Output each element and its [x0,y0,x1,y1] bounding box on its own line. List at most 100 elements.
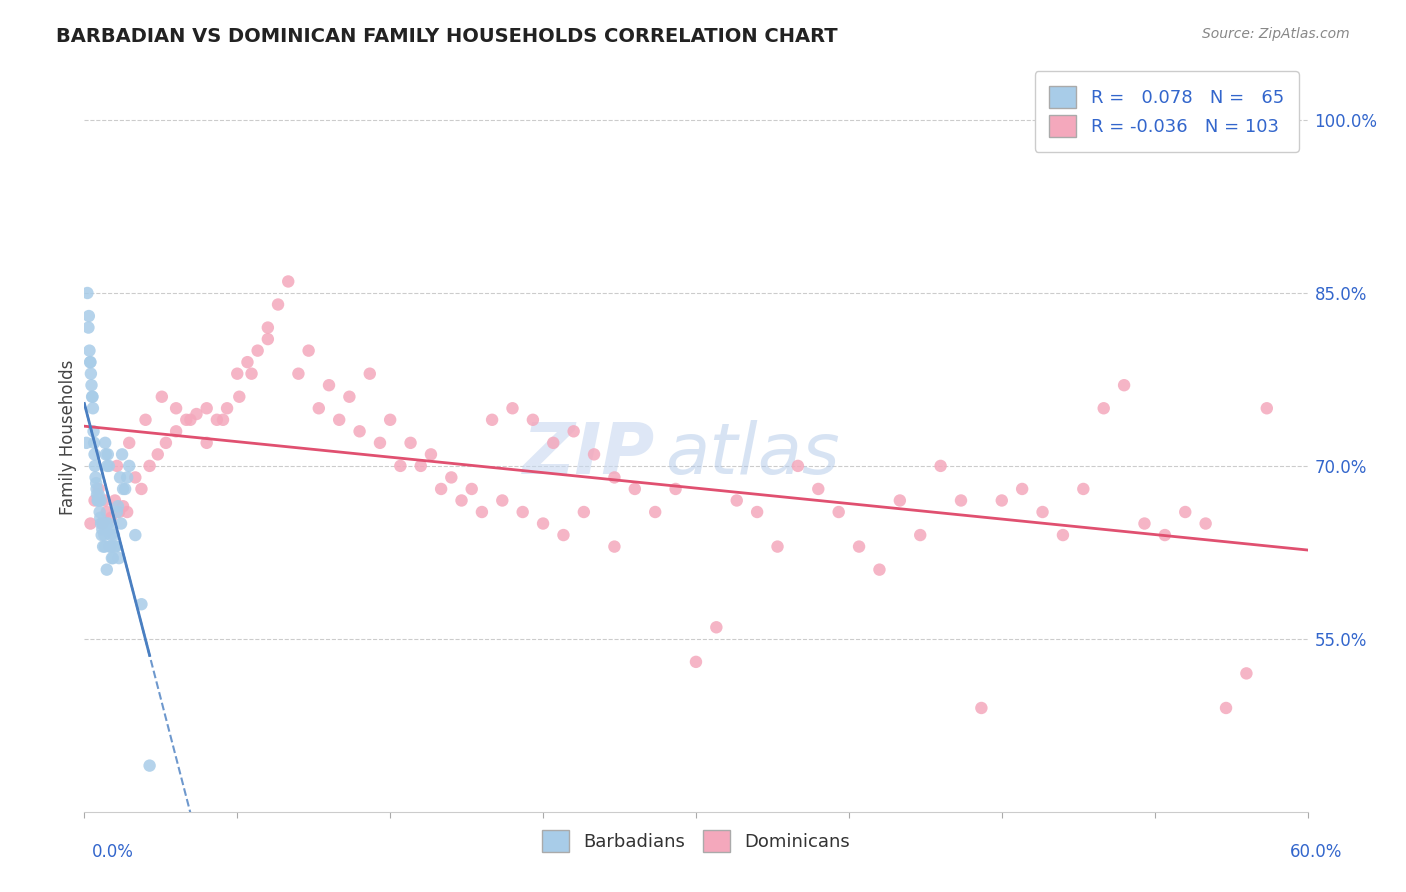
Point [869,563,891,577]
Point [1195,516,1218,531]
Point [512,505,534,519]
Point [89,505,111,519]
Point [138,758,160,772]
Point [1215,701,1237,715]
Point [440,470,463,484]
Point [87,493,110,508]
Text: ZIP: ZIP [523,420,655,489]
Point [257,332,280,346]
Point [481,413,503,427]
Point [96,563,118,577]
Point [1092,401,1115,416]
Point [212,413,235,427]
Point [848,540,870,554]
Point [104,540,127,554]
Point [1256,401,1278,416]
Point [91,540,114,554]
Y-axis label: Family Households: Family Households [59,359,77,515]
Point [131,597,153,611]
Point [79,516,101,531]
Point [450,493,472,508]
Point [118,458,141,473]
Point [79,355,101,369]
Text: atlas: atlas [665,420,839,489]
Point [87,493,110,508]
Point [77,320,100,334]
Point [603,540,626,554]
Point [195,401,218,416]
Point [491,493,513,508]
Point [131,482,153,496]
Point [807,482,830,496]
Point [257,320,280,334]
Point [186,407,208,421]
Point [83,493,105,508]
Point [84,470,107,484]
Text: Source: ZipAtlas.com: Source: ZipAtlas.com [1202,27,1350,41]
Point [101,551,124,566]
Point [228,390,250,404]
Point [461,482,484,496]
Point [84,458,107,473]
Point [339,390,361,404]
Point [90,528,112,542]
Point [644,505,666,519]
Point [399,435,422,450]
Point [93,540,115,554]
Point [96,505,118,519]
Point [368,435,391,450]
Point [135,413,157,427]
Point [84,476,107,491]
Point [80,367,103,381]
Point [103,528,125,542]
Text: 60.0%: 60.0% [1291,843,1343,861]
Point [80,378,103,392]
Point [87,488,110,502]
Point [100,528,122,542]
Point [420,447,443,461]
Point [766,540,789,554]
Point [155,435,177,450]
Point [246,343,269,358]
Point [165,425,187,439]
Point [502,401,524,416]
Point [93,493,115,508]
Point [572,505,595,519]
Point [349,425,371,439]
Point [124,470,146,484]
Text: 0.0%: 0.0% [91,843,134,861]
Point [76,285,98,300]
Point [179,413,201,427]
Point [98,540,121,554]
Point [1174,505,1197,519]
Point [111,447,134,461]
Point [308,401,330,416]
Point [107,500,129,514]
Point [96,458,118,473]
Point [1114,378,1136,392]
Point [108,470,131,484]
Point [195,435,218,450]
Point [112,482,135,496]
Point [83,425,105,439]
Point [553,528,575,542]
Point [77,309,100,323]
Point [82,390,104,404]
Point [359,367,381,381]
Point [1133,516,1156,531]
Point [105,505,128,519]
Point [889,493,911,508]
Point [150,390,173,404]
Point [328,413,350,427]
Point [86,488,108,502]
Point [146,447,169,461]
Point [86,493,108,508]
Point [165,401,187,416]
Point [105,458,128,473]
Point [562,425,585,439]
Point [112,500,135,514]
Point [100,510,122,524]
Point [706,620,728,634]
Point [665,482,688,496]
Point [91,516,114,531]
